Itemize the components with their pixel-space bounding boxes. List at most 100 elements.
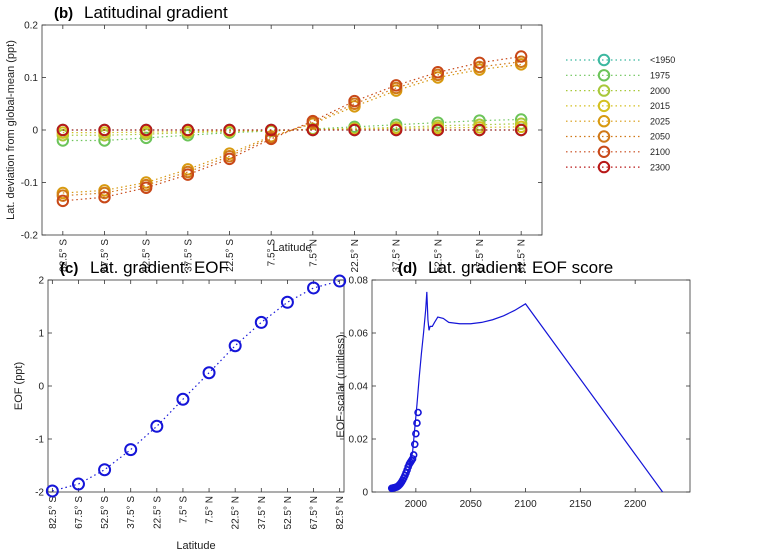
panel-c-x-tick-label: 7.5° N	[205, 496, 216, 524]
panel-b-data-point	[514, 123, 528, 137]
legend-marker	[597, 115, 611, 128]
panel-b-data-point	[431, 66, 445, 79]
panel-c-x-ticks: 82.5° S 67.5° S 52.5° S 37.5° S 22.5° S 7.5° …	[48, 280, 346, 529]
panel-b-data-point	[98, 191, 111, 204]
panel-b-x-tick-label: 82.5° N	[517, 239, 528, 272]
panel-b-data-point	[306, 114, 320, 128]
panel-b-series-line-5	[62, 61, 522, 197]
panel-c-data-point	[45, 484, 59, 498]
panel-b-data-point	[348, 94, 361, 108]
panel-c-y-axis-label: EOF (ppt)	[13, 362, 25, 410]
panel-b-letter: (b)	[54, 5, 73, 22]
panel-b-title: Latitudinal gradient	[84, 3, 228, 22]
panel-c-y-tick-label: -1	[35, 435, 44, 446]
panel-b-data-point	[139, 181, 153, 194]
panel-b-data-point	[264, 132, 278, 146]
panel-d-data-point	[409, 451, 418, 459]
panel-c-series	[45, 274, 347, 498]
panel-b-data-point	[223, 152, 236, 166]
panel-b-y-tick-label: -0.2	[21, 231, 39, 242]
panel-b-x-tick-label: 82.5° S	[58, 239, 69, 272]
panel-c-y-tick-label: 1	[38, 329, 44, 340]
panel-b-data-point	[389, 123, 403, 137]
panel-c-data-point	[124, 443, 138, 457]
panel-b-data-point	[473, 56, 486, 69]
legend-label: 2025	[650, 116, 670, 126]
panel-b-legend: <1950 1975 2000 2015 2025 2050 2100 2300	[566, 53, 675, 174]
panel-c-x-tick-label: 37.5° N	[257, 496, 268, 529]
panel-b-data-point	[56, 123, 70, 137]
panel-d-x-ticks: 2000 2050 2100 2150 2200	[405, 280, 647, 510]
panel-b-x-ticks: 82.5° S 67.5° S 52.5° S 37.5° S 22.5° S 7.5° …	[58, 25, 528, 272]
legend-label: 1975	[650, 71, 670, 81]
panel-b-series-line-6	[62, 55, 522, 202]
panel-c-x-tick-label: 82.5° N	[335, 496, 346, 529]
panel-b-data-point	[514, 50, 528, 63]
panel-b-y-tick-label: 0.1	[24, 73, 38, 84]
panel-b-x-tick-label: 22.5° N	[350, 239, 361, 272]
panel-b-x-tick-label: 7.5° N	[308, 239, 319, 267]
legend-marker	[597, 69, 611, 82]
panel-d-x-tick-label: 2150	[569, 499, 592, 510]
panel-d-data-point	[408, 455, 417, 463]
panel-c-x-tick-label: 7.5° S	[178, 496, 189, 524]
panel-c-data-point	[202, 366, 216, 380]
panel-b-data-point	[473, 60, 486, 74]
panel-d-letter: (d)	[398, 260, 417, 277]
panel-d-x-tick-label: 2050	[460, 499, 483, 510]
panel-b-data-point	[98, 186, 111, 200]
panel-b-x-tick-label: 67.5° N	[475, 239, 486, 272]
panel-b-x-tick-label: 52.5° N	[433, 239, 444, 272]
panel-b-y-axis-label: Lat. deviation from global-mean (ppt)	[5, 40, 17, 220]
panel-b-data-point	[306, 123, 320, 137]
panel-b-latitudinal-gradient: (b) Latitudinal gradient -0.2 -0.1 0 0.1 0.2…	[5, 3, 675, 272]
panel-c-x-axis-label: Latitude	[176, 540, 215, 552]
panel-c-y-tick-label: 2	[38, 276, 44, 287]
panel-d-y-tick-label: 0.06	[349, 329, 369, 340]
panel-b-y-tick-label: -0.1	[21, 178, 39, 189]
panel-d-data-point	[412, 429, 420, 438]
panel-c-eof: (c) Lat. gradient: EOF -2 -1 0 1 2 82.5° S 67…	[13, 258, 347, 552]
panel-b-data-point	[473, 123, 486, 137]
panel-c-x-tick-label: 82.5° S	[48, 496, 59, 529]
panel-c-x-tick-label: 67.5° S	[74, 496, 85, 529]
legend-marker	[597, 99, 611, 113]
legend-marker	[597, 84, 611, 97]
panel-b-x-tick-label: 37.5° N	[392, 239, 403, 272]
panel-c-x-tick-label: 22.5° N	[231, 496, 242, 529]
panel-b-data-point	[139, 131, 153, 145]
panel-c-x-tick-label: 37.5° S	[126, 496, 137, 529]
panel-b-x-tick-label: 67.5° S	[100, 239, 111, 272]
panel-b-data-point	[56, 194, 70, 208]
panel-c-y-tick-label: -2	[35, 488, 44, 499]
panel-d-y-axis-label: EOF-scalar (unitless)	[335, 334, 347, 437]
legend-marker	[597, 145, 611, 159]
panel-b-data-point	[348, 123, 361, 137]
panel-d-data-point	[414, 408, 422, 417]
panel-b-data-point	[139, 123, 153, 137]
panel-d-y-tick-label: 0.08	[349, 276, 369, 287]
panel-b-data-point	[181, 168, 195, 181]
panel-b-data-point	[98, 123, 111, 137]
panel-d-series-line	[391, 291, 664, 492]
panel-c-data-point	[333, 274, 347, 288]
panel-c-data-point	[176, 392, 190, 406]
panel-b-series	[56, 50, 528, 208]
panel-c-data-point	[98, 463, 112, 477]
panel-d-eof-score: (d) Lat. gradient: EOF score 0 0.02 0.04 0.…	[335, 258, 691, 510]
panel-c-data-point	[254, 315, 268, 329]
panel-c-x-tick-label: 67.5° N	[309, 496, 320, 529]
panel-b-data-point	[431, 123, 445, 137]
panel-d-x-tick-label: 2100	[514, 499, 537, 510]
panel-c-x-tick-label: 22.5° S	[152, 496, 163, 529]
panel-b-data-point	[181, 123, 195, 137]
panel-c-x-tick-label: 52.5° N	[283, 496, 294, 529]
legend-label: 2100	[650, 147, 670, 157]
panel-b-data-point	[264, 123, 278, 137]
legend-label: <1950	[650, 55, 675, 65]
panel-c-data-point	[280, 295, 294, 309]
panel-c-y-tick-label: 0	[38, 382, 44, 393]
panel-d-y-tick-label: 0.02	[349, 435, 369, 446]
panel-c-letter: (c)	[60, 260, 78, 277]
